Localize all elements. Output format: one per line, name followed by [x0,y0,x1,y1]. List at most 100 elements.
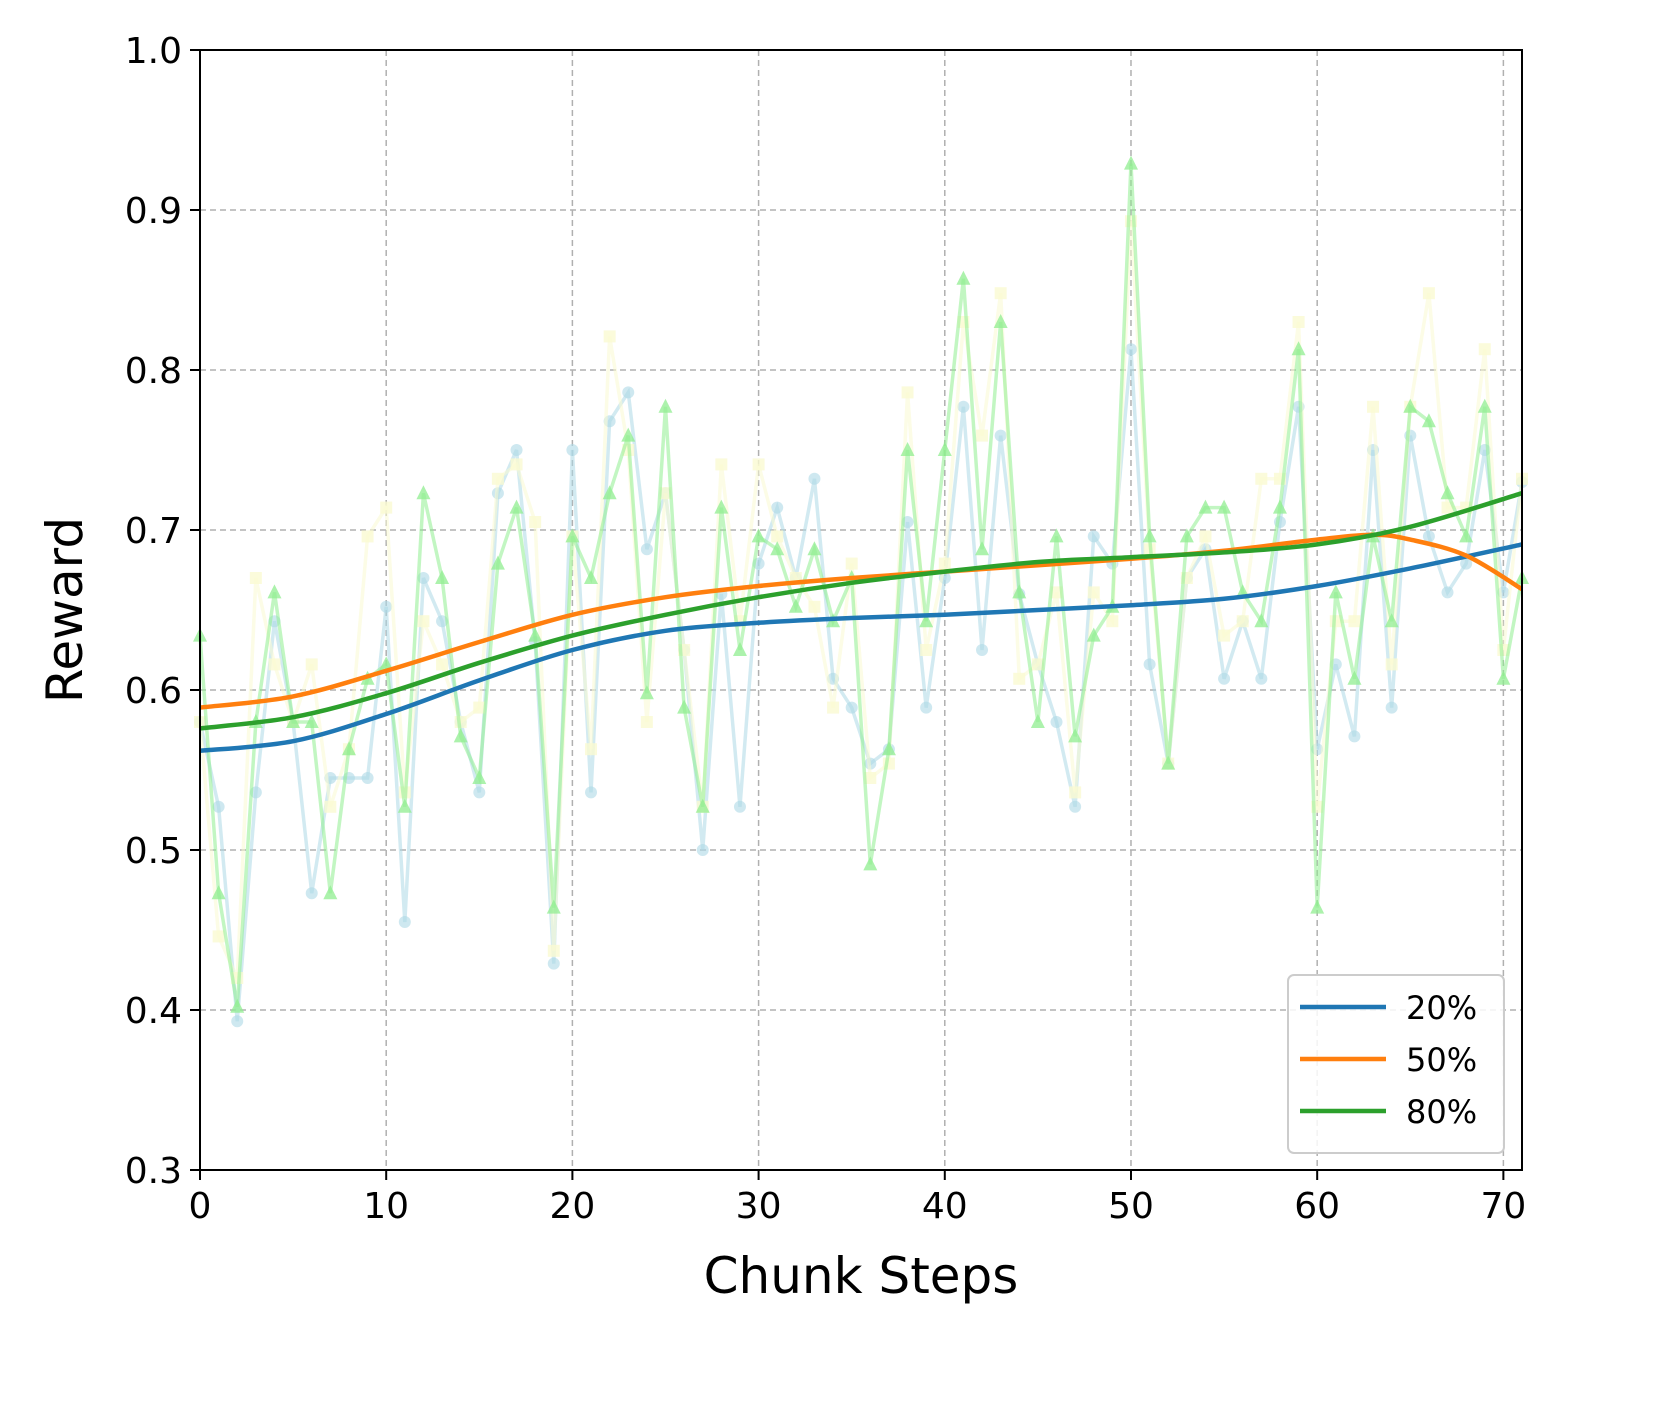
smooth-line-20pct [199,542,1523,754]
raw-point-triangle [993,314,1008,328]
raw-point-square [845,557,858,570]
raw-point-square [1292,316,1305,328]
smoothed-series [199,491,1524,754]
raw-point-square [808,600,821,613]
raw-point-square [771,530,784,543]
raw-point-triangle [695,798,710,813]
raw-point-square [324,800,337,813]
raw-point-triangle [1179,528,1194,543]
raw-point-circle [1348,730,1361,743]
raw-point-triangle [286,714,301,728]
legend-label: 20% [1406,989,1477,1027]
raw-point-triangle [1496,670,1511,685]
raw-point-triangle [714,499,729,514]
raw-point-circle [566,444,579,456]
raw-point-square [1050,586,1063,599]
legend: 20% 50% 80% [1287,974,1505,1154]
raw-point-square [1348,615,1361,628]
raw-point-circle [808,472,821,485]
raw-point-triangle [919,613,934,628]
y-tick-label: 0.6 [125,671,182,712]
raw-point-circle [920,701,933,714]
raw-point-square [1013,672,1026,685]
x-tick-label: 20 [549,1186,595,1227]
raw-point-triangle [584,570,599,584]
raw-point-triangle [770,541,785,556]
raw-point-circle [771,501,784,514]
raw-point-square [640,716,653,728]
raw-point-square [417,615,430,628]
raw-point-triangle [937,442,952,456]
raw-point-square [920,644,933,656]
raw-point-triangle [528,627,543,642]
raw-point-circle [696,844,709,856]
raw-point-triangle [453,728,468,743]
raw-point-square [436,658,449,671]
plot-frame [199,49,1523,1171]
x-tick-label: 70 [1480,1186,1526,1227]
raw-point-square [994,287,1007,300]
raw-point-triangle [341,741,356,756]
x-tick-label: 30 [736,1186,782,1227]
raw-point-triangle [565,528,580,543]
raw-point-triangle [1272,499,1287,514]
raw-line-triangle [198,163,1524,1008]
raw-point-circle [585,786,598,799]
raw-point-triangle [788,598,803,613]
raw-point-square [1069,786,1082,799]
smooth-line-80pct [199,491,1523,731]
raw-point-square [585,743,598,756]
raw-point-square [864,772,877,784]
raw-point-triangle [397,798,412,813]
raw-point-circle [1087,530,1100,543]
raw-point-square [1199,530,1212,543]
raw-point-triangle [1049,528,1064,543]
raw-point-triangle [1403,398,1418,413]
raw-point-circle [1422,530,1435,543]
raw-point-circle [622,386,635,399]
raw-point-triangle [323,885,338,900]
raw-point-circle [1069,800,1082,813]
raw-point-circle [957,400,970,413]
raw-point-square [249,572,262,584]
raw-point-triangle [230,998,245,1013]
raw-point-triangle [956,270,971,285]
raw-point-circle [547,957,560,970]
raw-point-triangle [677,699,692,714]
raw-point-triangle [379,656,394,671]
raw-series [193,155,1529,1028]
raw-point-triangle [1068,728,1083,743]
raw-point-triangle [658,398,673,413]
raw-point-triangle [211,885,226,900]
raw-point-triangle [1142,528,1157,543]
raw-point-triangle [1347,670,1362,685]
raw-point-triangle [267,584,282,599]
raw-point-square [491,472,504,485]
raw-point-triangle [304,714,319,728]
raw-point-triangle [1328,584,1343,599]
raw-point-square [1106,615,1119,628]
raw-point-circle [473,786,486,799]
raw-point-square [938,557,951,570]
raw-point-circle [733,800,746,813]
raw-point-triangle [490,555,505,570]
raw-point-circle [976,644,989,656]
legend-box [1287,974,1505,1154]
raw-point-square [1422,287,1435,300]
raw-point-square [1385,658,1398,671]
y-axis-label: Reward [36,517,94,703]
raw-point-triangle [472,770,487,784]
raw-point-circle [1143,658,1156,671]
raw-point-triangle [732,642,747,656]
raw-point-square [752,458,765,471]
raw-point-square [380,501,393,514]
x-tick-label: 60 [1294,1186,1340,1227]
x-tick-label: 10 [363,1186,409,1227]
y-tick-label: 0.7 [125,511,182,552]
raw-point-triangle [1161,755,1176,770]
raw-point-triangle [1123,155,1138,170]
raw-point-circle [1385,701,1398,714]
y-tick-label: 0.3 [125,1151,182,1192]
raw-point-triangle [1012,584,1027,599]
raw-point-triangle [1254,613,1269,628]
